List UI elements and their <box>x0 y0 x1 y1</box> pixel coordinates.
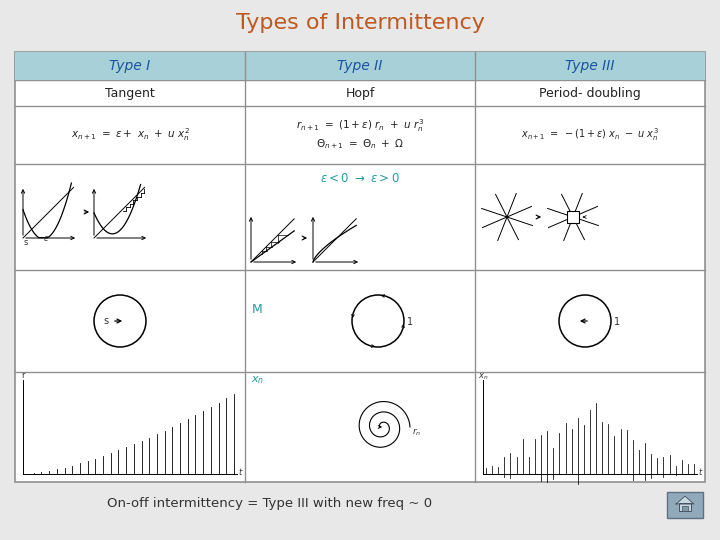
Text: r: r <box>21 371 24 380</box>
Text: $\varepsilon<0\ \rightarrow\ \varepsilon>0$: $\varepsilon<0\ \rightarrow\ \varepsilon… <box>320 172 400 185</box>
Text: Hopf: Hopf <box>346 86 374 99</box>
Text: Type I: Type I <box>109 59 150 73</box>
Text: Type II: Type II <box>337 59 383 73</box>
Text: M: M <box>252 303 263 316</box>
Text: $r_n$: $r_n$ <box>412 427 421 438</box>
Bar <box>15 52 705 482</box>
Text: t: t <box>238 468 241 477</box>
Text: s: s <box>103 316 108 326</box>
Text: $x_{n+1}\ =\ -(1+\varepsilon)\ x_n\ -\ u\ x_n^3$: $x_{n+1}\ =\ -(1+\varepsilon)\ x_n\ -\ u… <box>521 126 659 144</box>
Text: Period- doubling: Period- doubling <box>539 86 641 99</box>
Text: t: t <box>698 468 701 477</box>
Text: $x_n$: $x_n$ <box>478 371 488 381</box>
Text: $x_{n+1}\ =\ \varepsilon+\ x_n\ +\ u\ x_n^2$: $x_{n+1}\ =\ \varepsilon+\ x_n\ +\ u\ x_… <box>71 126 189 144</box>
Bar <box>682 506 688 511</box>
Text: Type III: Type III <box>565 59 615 73</box>
Text: 1: 1 <box>407 317 413 327</box>
Text: Tangent: Tangent <box>105 86 155 99</box>
Text: Types of Intermittency: Types of Intermittency <box>235 13 485 33</box>
Text: On-off intermittency = Type III with new freq ~ 0: On-off intermittency = Type III with new… <box>107 497 433 510</box>
Text: 1: 1 <box>614 317 620 327</box>
Bar <box>567 211 579 222</box>
Text: $x_n$: $x_n$ <box>251 374 264 386</box>
FancyBboxPatch shape <box>667 492 703 518</box>
Bar <box>679 503 691 511</box>
Text: $\Theta_{n+1}\ =\ \Theta_n\ +\ \Omega$: $\Theta_{n+1}\ =\ \Theta_n\ +\ \Omega$ <box>316 137 404 151</box>
Polygon shape <box>676 496 694 504</box>
Text: s: s <box>24 238 28 247</box>
Text: ε: ε <box>44 234 48 243</box>
Text: $r_{n+1}\ =\ (1+\varepsilon)\ r_n\ +\ u\ r_n^3$: $r_{n+1}\ =\ (1+\varepsilon)\ r_n\ +\ u\… <box>296 118 424 134</box>
Bar <box>15 52 705 80</box>
